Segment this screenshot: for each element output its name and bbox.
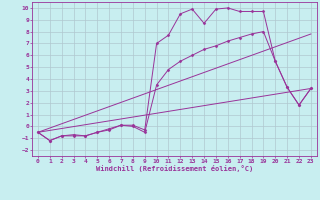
X-axis label: Windchill (Refroidissement éolien,°C): Windchill (Refroidissement éolien,°C) [96, 165, 253, 172]
